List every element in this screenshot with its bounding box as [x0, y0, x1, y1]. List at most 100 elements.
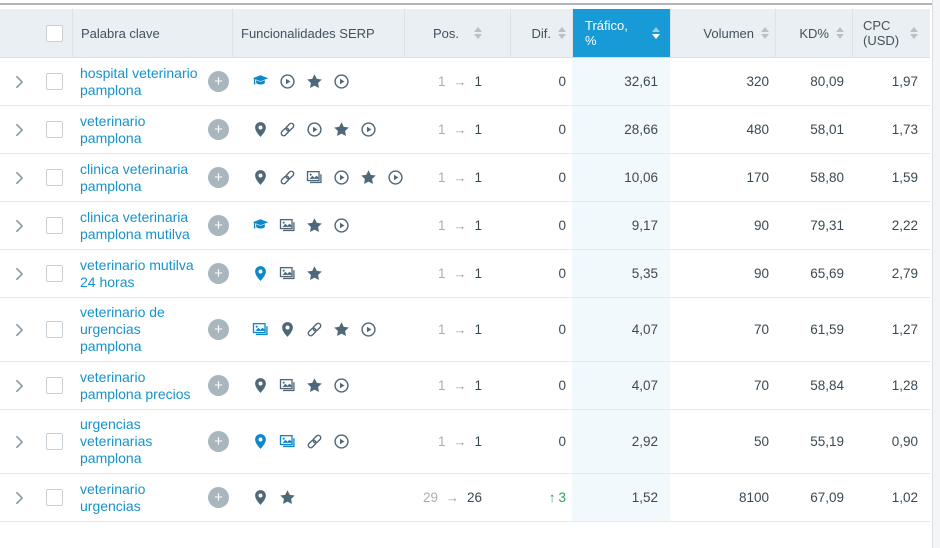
header-volume[interactable]: Volumen	[670, 9, 775, 57]
table-body: hospital veterinario pamplona + 1 → 1 0 …	[0, 58, 930, 522]
row-checkbox[interactable]	[46, 73, 63, 90]
keyword-link[interactable]: veterinario urgencias	[80, 480, 146, 514]
row-checkbox[interactable]	[46, 377, 63, 394]
featured-video-icon	[333, 73, 350, 90]
serp-features	[232, 58, 404, 105]
local-pack-icon	[252, 121, 269, 138]
header-cpc[interactable]: CPC (USD)	[852, 9, 930, 57]
serp-features	[232, 298, 404, 361]
volume-value: 320	[746, 74, 769, 89]
header-cpc-label: CPC (USD)	[863, 18, 900, 48]
add-keyword-button[interactable]: +	[208, 375, 229, 396]
kd-value: 65,69	[810, 266, 844, 281]
row-checkbox[interactable]	[46, 433, 63, 450]
expand-chevron-icon[interactable]	[15, 323, 24, 337]
keyword-link[interactable]: hospital veterinario pamplona	[80, 64, 198, 98]
add-keyword-button[interactable]: +	[208, 431, 229, 452]
volume-value: 50	[753, 434, 769, 449]
header-position[interactable]: Pos.	[404, 9, 510, 57]
cpc-value: 1,59	[891, 170, 918, 185]
row-checkbox[interactable]	[46, 489, 63, 506]
keyword-link[interactable]: veterinario pamplona	[80, 112, 146, 146]
top-divider	[0, 3, 940, 5]
image-pack-icon	[252, 321, 269, 338]
position-current: 1	[474, 434, 482, 449]
image-pack-icon	[306, 169, 323, 186]
volume-value: 70	[753, 378, 769, 393]
keyword-link[interactable]: urgencias veterinarias pamplona	[80, 416, 153, 466]
table-header-row: Palabra clave Funcionalidades SERP Pos. …	[0, 9, 930, 58]
difference-value: 0	[558, 218, 566, 233]
header-traffic-active-sort[interactable]: Tráfico, %	[572, 9, 670, 57]
expand-chevron-icon[interactable]	[15, 435, 24, 449]
add-keyword-button[interactable]: +	[208, 263, 229, 284]
image-pack-icon	[279, 217, 296, 234]
cpc-value: 1,28	[891, 378, 918, 393]
position-previous: 1	[437, 266, 446, 281]
header-expand-spacer	[0, 9, 38, 57]
arrow-right-icon: →	[453, 322, 467, 337]
table-row: hospital veterinario pamplona + 1 → 1 0 …	[0, 58, 930, 106]
video-icon	[333, 217, 350, 234]
expand-chevron-icon[interactable]	[15, 75, 24, 89]
row-checkbox[interactable]	[46, 121, 63, 138]
difference-value: 0	[558, 378, 566, 393]
sort-icon	[474, 27, 482, 39]
expand-chevron-icon[interactable]	[15, 219, 24, 233]
row-checkbox[interactable]	[46, 265, 63, 282]
featured-video-icon	[360, 121, 377, 138]
keyword-link[interactable]: clinica veterinaria pamplona	[80, 160, 189, 194]
add-keyword-button[interactable]: +	[208, 215, 229, 236]
arrow-right-icon: →	[453, 170, 467, 185]
position-current: 1	[474, 322, 482, 337]
reviews-icon	[306, 265, 323, 282]
difference-cell: 0	[510, 362, 572, 409]
row-checkbox[interactable]	[46, 321, 63, 338]
header-kd[interactable]: KD%	[775, 9, 852, 57]
add-keyword-button[interactable]: +	[208, 487, 229, 508]
keywords-table: Palabra clave Funcionalidades SERP Pos. …	[0, 9, 930, 522]
keyword-link[interactable]: veterinario mutilva 24 horas	[80, 256, 194, 290]
add-keyword-button[interactable]: +	[208, 71, 229, 92]
keyword-link[interactable]: veterinario pamplona precios	[80, 368, 191, 402]
local-pack-icon	[252, 377, 269, 394]
header-difference[interactable]: Dif.	[510, 9, 572, 57]
sort-icon	[761, 27, 769, 39]
arrow-right-icon: →	[453, 74, 467, 89]
cpc-value: 2,79	[891, 266, 918, 281]
position-current: 1	[474, 218, 482, 233]
keyword-link[interactable]: clinica veterinaria pamplona mutilva	[80, 208, 190, 242]
cpc-value: 2,22	[891, 218, 918, 233]
expand-chevron-icon[interactable]	[15, 267, 24, 281]
row-checkbox[interactable]	[46, 217, 63, 234]
vertical-scrollbar[interactable]	[932, 0, 940, 548]
expand-chevron-icon[interactable]	[15, 123, 24, 137]
serp-features	[232, 410, 404, 473]
volume-value: 90	[753, 266, 769, 281]
add-keyword-button[interactable]: +	[208, 119, 229, 140]
serp-features	[232, 362, 404, 409]
header-volume-label: Volumen	[703, 25, 754, 41]
table-row: urgencias veterinarias pamplona + 1 → 1 …	[0, 410, 930, 474]
knowledge-panel-icon	[252, 73, 269, 90]
expand-chevron-icon[interactable]	[15, 491, 24, 505]
position-current: 1	[474, 122, 482, 137]
traffic-value: 10,06	[624, 170, 658, 185]
table-row: veterinario mutilva 24 horas + 1 → 1 0 5…	[0, 250, 930, 298]
row-checkbox[interactable]	[46, 169, 63, 186]
expand-chevron-icon[interactable]	[15, 379, 24, 393]
expand-chevron-icon[interactable]	[15, 171, 24, 185]
add-keyword-button[interactable]: +	[208, 319, 229, 340]
position-current: 26	[466, 490, 482, 505]
table-row: clinica veterinaria pamplona mutilva + 1…	[0, 202, 930, 250]
serp-features	[232, 154, 404, 201]
traffic-value: 28,66	[624, 122, 658, 137]
add-keyword-button[interactable]: +	[208, 167, 229, 188]
video-icon	[333, 433, 350, 450]
arrow-right-icon: →	[453, 378, 467, 393]
keyword-link[interactable]: veterinario de urgencias pamplona	[80, 304, 165, 354]
table-row: veterinario urgencias + 29 → 26 ↑ 3 1,52 …	[0, 474, 930, 522]
kd-value: 61,59	[810, 322, 844, 337]
select-all-checkbox[interactable]	[46, 24, 63, 42]
sitelinks-icon	[279, 121, 296, 138]
